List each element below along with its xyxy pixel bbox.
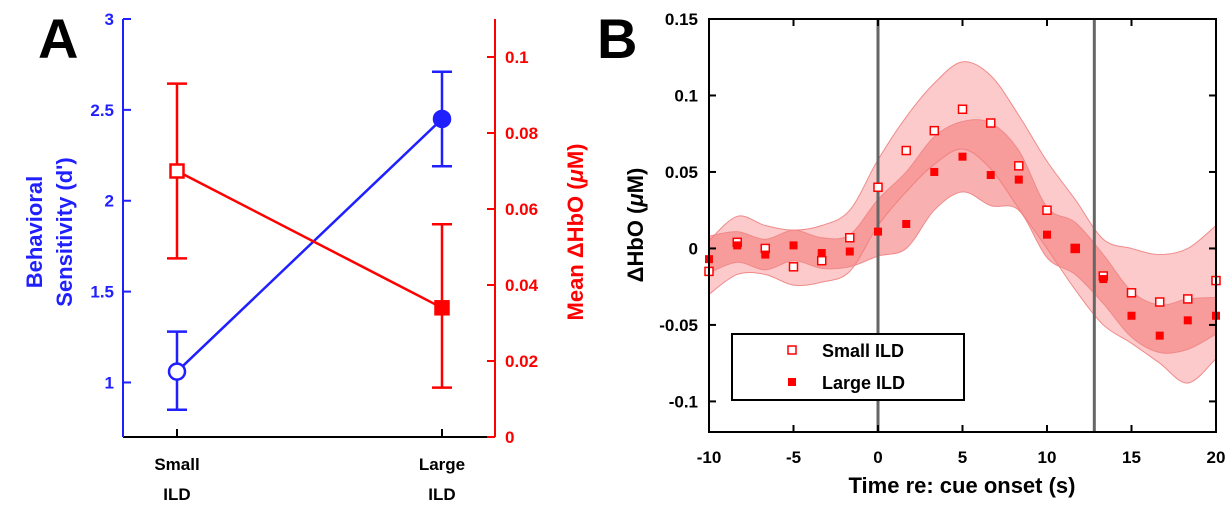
large-ild-point (1099, 275, 1108, 284)
legend-label-large-ild: Large ILD (822, 373, 905, 393)
large-ild-point (1183, 316, 1192, 325)
legend-label-small-ild: Small ILD (822, 341, 904, 361)
large-ild-point (1071, 244, 1080, 253)
small-ild-point (901, 145, 911, 156)
large-ild-point (761, 250, 770, 259)
right-axis-tick-label: 0.04 (505, 276, 539, 295)
large-ild-point (1043, 230, 1051, 239)
right-axis-tick-label: 0.1 (505, 48, 529, 67)
large-ild-point (817, 249, 826, 258)
y-axis-label-part1: ΔHbO ( (623, 206, 648, 282)
data-point (432, 109, 452, 129)
series-line-left (176, 118, 443, 373)
y-axis-label-mu: μ (623, 193, 648, 207)
panel-a-category-small-line2: ILD (163, 485, 190, 504)
x-axis-tick-label: 15 (1122, 448, 1141, 467)
large-ild-point (958, 152, 967, 161)
legend-marker-large-ild (788, 378, 796, 386)
panel-a-category-large-line2: ILD (428, 485, 455, 504)
y-axis-tick-label: -0.1 (669, 392, 698, 411)
x-axis-tick-label: 20 (1207, 448, 1226, 467)
small-ild-point (845, 232, 855, 243)
right-axis-label-mu: μ (563, 169, 588, 183)
right-axis-tick-label: 0.02 (505, 352, 538, 371)
y-axis-tick-label: -0.05 (659, 316, 698, 335)
y-axis-label-part3: M) (623, 168, 648, 194)
svg-text:ΔHbO (μM): ΔHbO (μM) (623, 168, 648, 283)
large-ild-point (845, 247, 854, 256)
y-axis-tick-label: 0.15 (665, 10, 698, 29)
large-ild-point (986, 171, 995, 180)
large-ild-point (1155, 331, 1164, 340)
right-axis-label-part1: Mean ΔHbO ( (563, 182, 588, 321)
right-axis-tick-label: 0.06 (505, 200, 538, 219)
small-ild-point (1014, 161, 1024, 171)
left-axis-label-line2: Sensitivity (d') (52, 157, 77, 306)
left-axis-label-line1: Behavioral (22, 176, 47, 289)
panel-b-chart: -10 -5 0 5 10 15 20 -0.1 -0.05 0 0.05 0.1 0.15 Time … (623, 10, 1225, 498)
small-ild-point (1154, 297, 1165, 307)
panel-a-category-large-line1: Large (419, 455, 465, 474)
large-ild-point (874, 227, 882, 236)
data-point (434, 300, 450, 316)
data-point (167, 362, 187, 381)
large-ild-point (733, 241, 742, 250)
small-ild-point (957, 104, 968, 114)
small-ild-point (1183, 294, 1193, 304)
small-ild-point (788, 262, 799, 272)
panel-a-right-axis-label: Mean ΔHbO (μM) (563, 144, 588, 321)
panel-b-y-axis-label: ΔHbO (μM) (623, 168, 648, 283)
panel-b-letter: B (597, 7, 637, 70)
small-ild-point (873, 182, 883, 193)
left-axis-tick-label: 2 (105, 192, 114, 211)
y-axis-tick-label: 0.1 (674, 86, 698, 105)
small-ild-point (1042, 205, 1052, 215)
data-point (169, 163, 185, 179)
series-line-right (176, 169, 443, 309)
large-ild-point (930, 167, 939, 176)
panel-a-left-axis-label: Behavioral Sensitivity (d') (22, 157, 77, 306)
right-axis-tick-label: 0 (505, 428, 514, 447)
panel-b-legend: Small ILD Large ILD (731, 333, 965, 401)
legend-box (731, 333, 965, 401)
large-ild-point (1014, 175, 1023, 184)
x-axis-tick-label: -5 (786, 448, 801, 467)
large-ild-point (1127, 311, 1136, 320)
x-axis-tick-label: -10 (697, 448, 722, 467)
large-ild-point (902, 219, 911, 228)
small-ild-point (816, 255, 827, 266)
left-axis-tick-label: 3 (105, 10, 114, 29)
x-axis-tick-label: 10 (1038, 448, 1057, 467)
x-axis-tick-label: 0 (873, 448, 882, 467)
right-axis-label-part3: M) (563, 144, 588, 170)
panel-b-x-axis-label: Time re: cue onset (s) (849, 473, 1076, 498)
panel-a-category-small-line1: Small (154, 455, 199, 474)
x-axis-tick-label: 5 (958, 448, 967, 467)
small-ild-point (929, 125, 940, 136)
svg-text:Mean ΔHbO (μM): Mean ΔHbO (μM) (563, 144, 588, 321)
panel-a-letter: A (38, 7, 78, 70)
left-axis-tick-label: 2.5 (90, 101, 114, 120)
small-ild-point (985, 118, 996, 128)
right-axis-tick-label: 0.08 (505, 124, 538, 143)
y-axis-tick-label: 0.05 (665, 163, 698, 182)
large-ild-point (789, 241, 798, 250)
legend-marker-small-ild (787, 345, 797, 355)
small-ild-point (1126, 288, 1137, 298)
left-axis-tick-label: 1 (105, 373, 114, 392)
left-axis-tick-label: 1.5 (90, 283, 114, 302)
y-axis-tick-label: 0 (689, 239, 698, 258)
